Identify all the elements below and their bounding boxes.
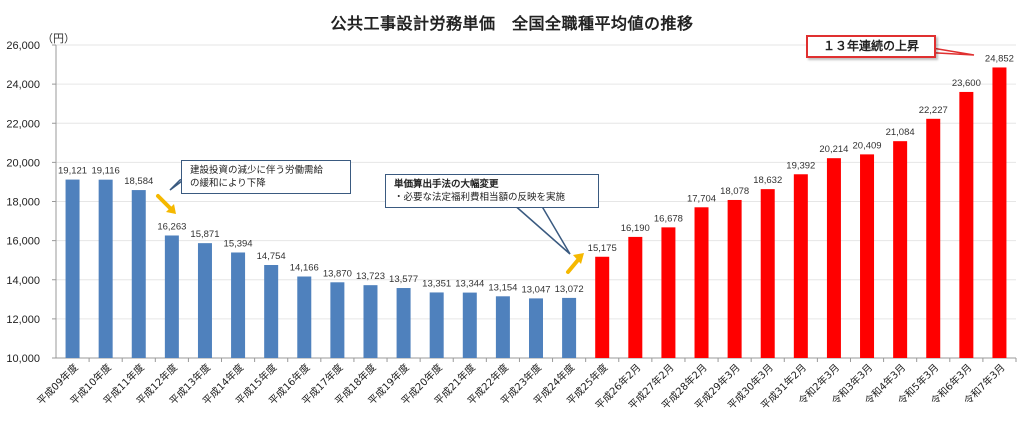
value-label: 13,344 <box>455 279 484 290</box>
bar <box>562 297 577 358</box>
y-tick-label: 16,000 <box>6 236 40 248</box>
bar <box>131 190 146 358</box>
callout-heading: 単価算出手法の大幅変更 <box>394 179 499 190</box>
bar <box>727 199 742 358</box>
bar <box>297 276 312 358</box>
y-tick-label: 24,000 <box>6 79 40 91</box>
bar <box>495 296 510 358</box>
bars <box>65 67 1007 358</box>
value-label: 20,409 <box>853 140 882 151</box>
bar <box>363 285 378 358</box>
value-label: 24,852 <box>985 53 1014 64</box>
bar <box>231 252 246 358</box>
bar <box>992 67 1007 358</box>
bar <box>760 189 775 358</box>
bar <box>264 264 279 358</box>
bar <box>628 236 643 358</box>
bar <box>959 91 974 358</box>
bar <box>694 207 709 358</box>
callout-labor-demand-decline: 建設投資の減少に伴う労働需給 の緩和により下降 <box>181 160 351 194</box>
bar <box>98 179 113 358</box>
y-tick-label: 26,000 <box>6 40 40 52</box>
value-label: 18,584 <box>124 176 153 187</box>
value-label: 13,154 <box>488 282 517 293</box>
callout-line: 建設投資の減少に伴う労働需給 <box>190 165 324 176</box>
bar <box>429 292 444 358</box>
y-tick-label: 22,000 <box>6 118 40 130</box>
y-tick-label: 12,000 <box>6 314 40 326</box>
value-label: 13,047 <box>521 284 550 295</box>
callout-tail <box>510 202 571 255</box>
value-label: 13,870 <box>323 268 352 279</box>
value-label: 23,600 <box>952 78 981 89</box>
bar <box>595 256 610 358</box>
callout-13-year-rise: １３年連続の上昇 <box>806 35 936 58</box>
value-label: 19,121 <box>58 166 87 177</box>
value-label: 13,723 <box>356 271 385 282</box>
value-label: 16,263 <box>157 221 186 232</box>
bar <box>330 282 345 358</box>
bar <box>164 235 179 358</box>
value-label: 15,175 <box>588 243 617 254</box>
up-arrow-icon <box>566 253 584 274</box>
value-label: 13,351 <box>422 278 451 289</box>
bar <box>793 174 808 358</box>
bar <box>65 179 80 358</box>
value-label: 14,754 <box>257 251 286 262</box>
bar <box>529 298 543 358</box>
annotation-arrows <box>156 45 975 274</box>
value-label: 22,227 <box>919 105 948 116</box>
value-label: 17,704 <box>687 193 716 204</box>
value-labels: 19,121 19,116 18,584 16,263 15,871 15,394 14,7… <box>58 53 1014 295</box>
y-axis: 10,000 12,000 14,000 16,000 18,000 20,000 22,0… <box>6 40 1017 365</box>
callout-method-change: 単価算出手法の大幅変更 ・必要な法定福利費相当額の反映を実施 <box>385 174 599 208</box>
value-label: 18,078 <box>720 186 749 197</box>
value-label: 14,166 <box>290 263 319 274</box>
y-tick-label: 20,000 <box>6 157 40 169</box>
bar <box>462 292 477 358</box>
value-label: 15,394 <box>224 238 253 249</box>
value-label: 13,072 <box>555 284 584 295</box>
callout-text: １３年連続の上昇 <box>822 39 919 53</box>
bar <box>197 243 212 358</box>
bar <box>893 141 908 358</box>
bar <box>926 118 941 358</box>
x-axis-labels: 平成09年度平成10年度平成11年度平成12年度平成13年度平成14年度平成15… <box>34 361 1007 412</box>
down-arrow-icon <box>156 194 176 214</box>
value-label: 13,577 <box>389 274 418 285</box>
value-label: 16,678 <box>654 213 683 224</box>
bar <box>661 227 676 358</box>
bar <box>860 154 875 358</box>
value-label: 19,116 <box>91 166 119 177</box>
bar <box>396 288 411 358</box>
value-label: 19,392 <box>786 160 815 171</box>
value-label: 20,214 <box>819 144 848 155</box>
chart-title: 公共工事設計労務単価 全国全職種平均値の推移 <box>330 14 694 33</box>
y-tick-label: 14,000 <box>6 275 40 287</box>
y-axis-unit-label: （円） <box>42 32 75 45</box>
callout-detail: ・必要な法定福利費相当額の反映を実施 <box>394 192 566 203</box>
value-label: 15,871 <box>190 229 219 240</box>
value-label: 18,632 <box>753 175 782 186</box>
y-tick-label: 10,000 <box>6 353 40 365</box>
value-label: 21,084 <box>886 127 915 138</box>
bar <box>826 158 841 358</box>
value-label: 16,190 <box>621 223 650 234</box>
callout-line: の緩和により下降 <box>190 178 266 189</box>
y-tick-label: 18,000 <box>6 197 40 209</box>
